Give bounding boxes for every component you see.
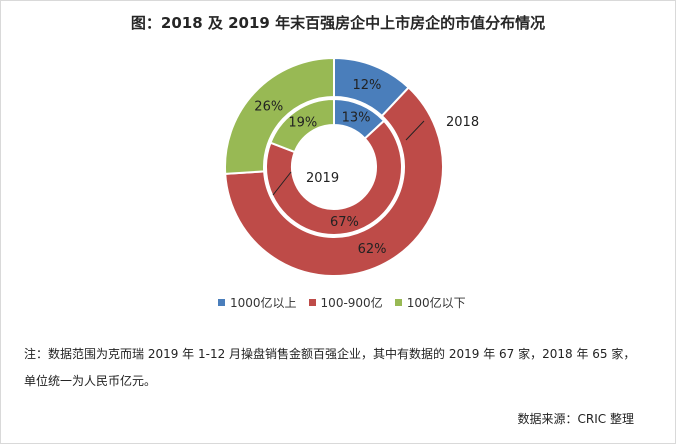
slice-label-2018-2: 26% — [254, 100, 283, 115]
legend-label-under100: 100亿以下 — [406, 296, 466, 310]
donut-chart: 12% 62% 26% 13% 67% 19% 2018 2019 — [224, 56, 479, 277]
footnote-line-1: 注：数据范围为克而瑞 2019 年 1-12 月操盘销售金额百强企业，其中有数据… — [24, 347, 636, 361]
legend-label-1000plus: 1000亿以上 — [230, 296, 297, 310]
callout-line-2019 — [272, 171, 292, 196]
slice-2019-2 — [269, 97, 335, 154]
legend-swatch-under100 — [394, 299, 402, 306]
slice-2018-1 — [224, 86, 444, 277]
slice-label-2018-1: 62% — [358, 242, 387, 257]
slice-2019-1 — [265, 119, 403, 236]
legend-item-100-900: 100-900亿 — [308, 294, 383, 311]
series-label-2019: 2019 — [306, 171, 339, 186]
data-source: 数据来源：CRIC 整理 — [517, 412, 634, 426]
series-label-2018: 2018 — [446, 115, 479, 130]
chart-title: 图：2018 及 2019 年末百强房企中上市房企的市值分布情况 — [130, 14, 546, 32]
slice-label-2019-1: 67% — [330, 215, 359, 230]
legend-swatch-1000plus — [218, 299, 225, 306]
slice-label-2019-2: 19% — [288, 116, 317, 131]
legend-label-100-900: 100-900亿 — [320, 296, 383, 310]
chart-legend: 1000亿以上 100-900亿 100亿以下 — [218, 294, 478, 311]
legend-swatch-100-900 — [308, 299, 316, 306]
slice-label-2018-0: 12% — [352, 78, 381, 93]
slice-2018-2 — [224, 56, 335, 175]
legend-item-under100: 100亿以下 — [394, 294, 466, 311]
slice-label-2019-0: 13% — [342, 111, 371, 126]
callout-line-2018 — [405, 120, 425, 141]
legend-item-1000plus: 1000亿以上 — [218, 294, 297, 311]
footnote-line-2: 单位统一为人民币亿元。 — [24, 374, 157, 388]
